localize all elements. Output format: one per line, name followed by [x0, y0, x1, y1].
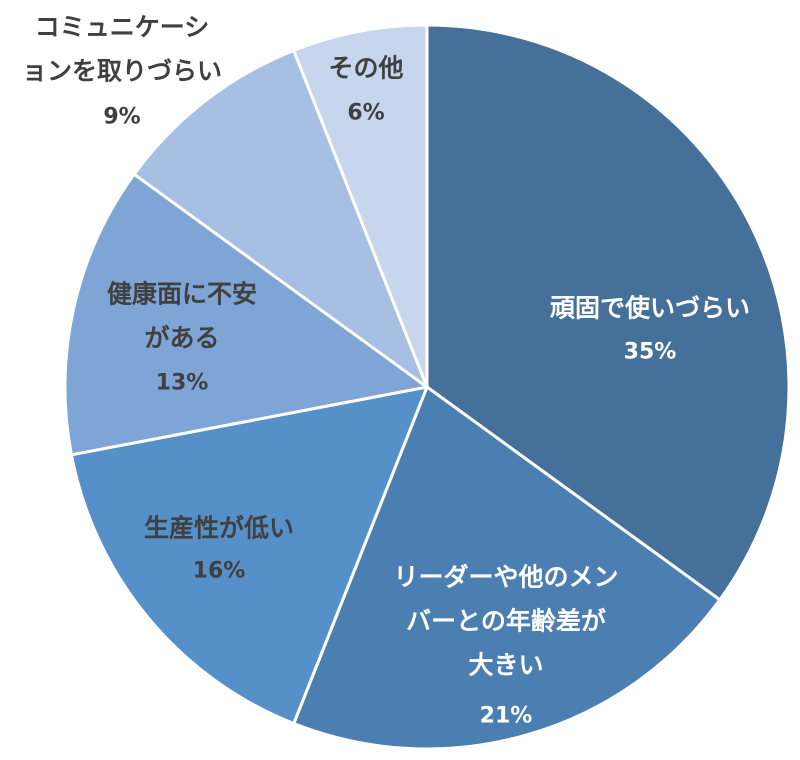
slice-percent-label: 35%	[624, 340, 677, 365]
slice-label: 大きい	[468, 651, 543, 680]
slice-percent-label: 21%	[480, 704, 533, 729]
slice-percent-label: 13%	[156, 371, 209, 396]
slice-label: 生産性が低い	[144, 514, 294, 543]
slice-label: ョンを取りづらい	[22, 57, 222, 86]
pie-slice	[292, 385, 722, 751]
slice-label: バーとの年齢差が	[406, 607, 606, 636]
slice-label: 頑固で使いづらい	[550, 294, 750, 323]
slice-label: がある	[144, 324, 219, 353]
pie-slice	[132, 48, 429, 389]
slice-label: リーダーや他のメン	[393, 563, 618, 592]
pie-slice	[292, 23, 429, 389]
slice-label: 健康面に不安	[107, 280, 257, 309]
pie-slices	[63, 23, 791, 751]
slice-percent-label: 6%	[347, 101, 384, 126]
pie-slice	[69, 385, 429, 726]
pie-slice	[425, 23, 791, 602]
slice-label: その他	[328, 54, 403, 83]
slice-percent-label: 9%	[103, 105, 140, 130]
slice-label: コミュニケーシ	[35, 13, 210, 42]
slice-percent-label: 16%	[193, 559, 246, 584]
pie-slice	[63, 172, 429, 457]
